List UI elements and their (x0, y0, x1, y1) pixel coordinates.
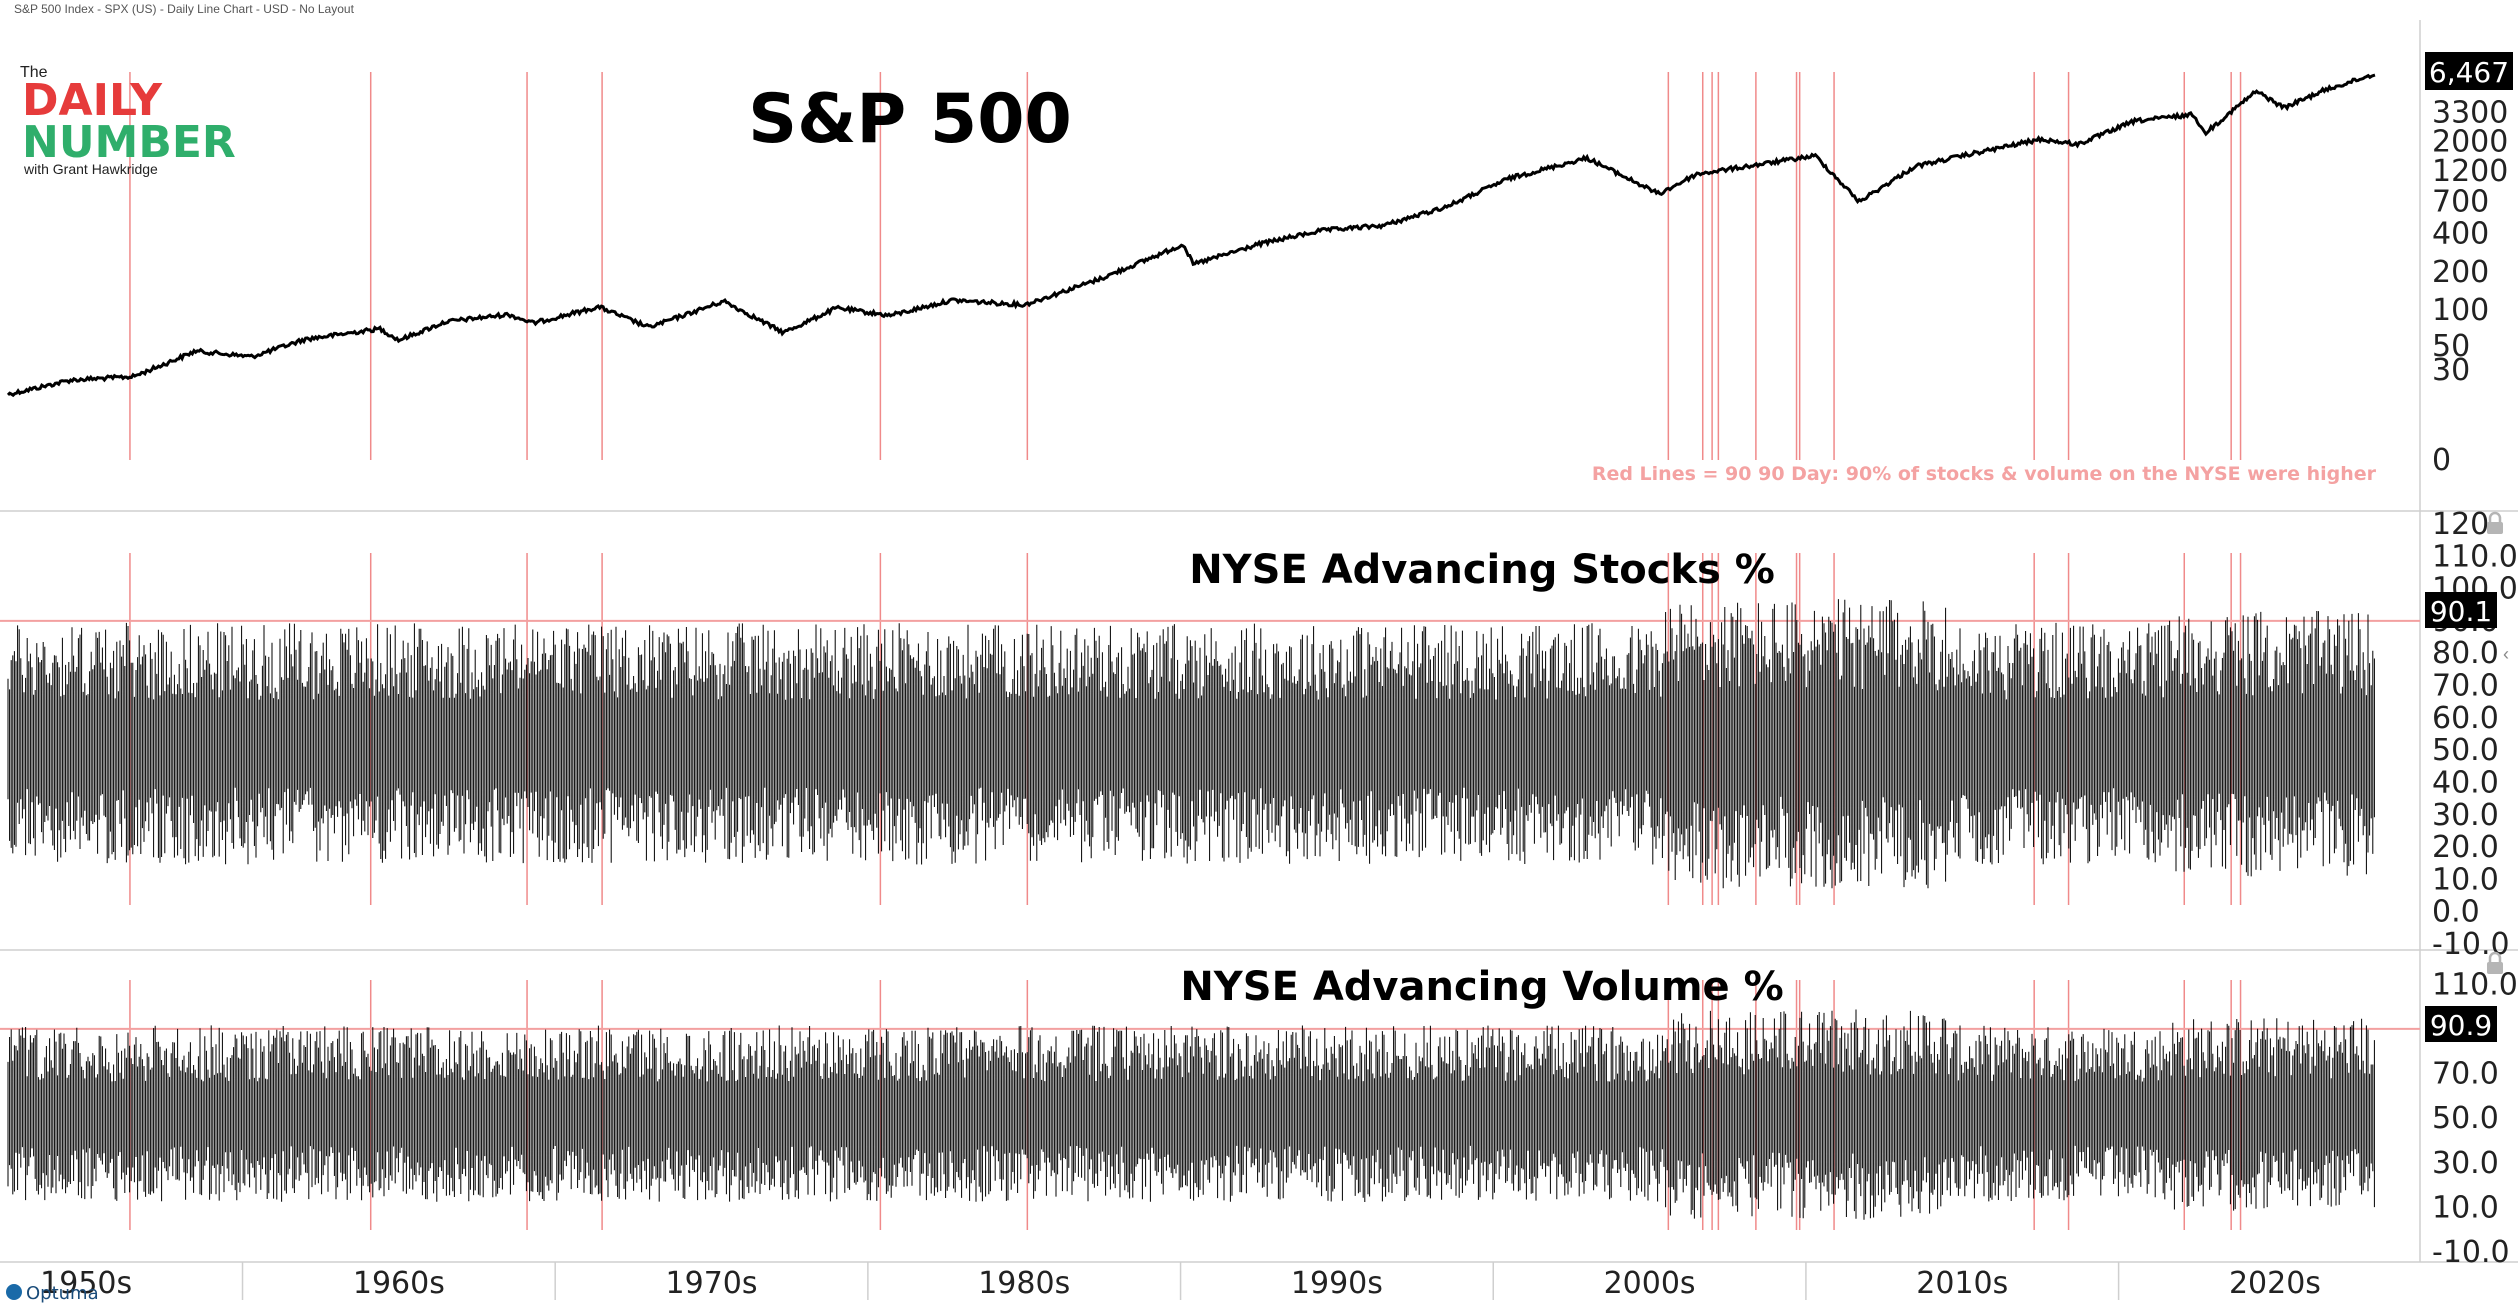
y-tick-label: 120 (2432, 507, 2489, 542)
volume-last-badge: 90.9 (2425, 1006, 2497, 1042)
x-tick-label: 1960s (353, 1266, 445, 1301)
price-tick-label: 0 (2432, 443, 2451, 478)
price-tick-label: 50 (2432, 329, 2470, 364)
x-tick-label: 1980s (978, 1266, 1070, 1301)
y-tick-label: -10.0 (2432, 1235, 2510, 1270)
advancing-stocks-bars (7, 599, 2375, 889)
y-tick-label: 30.0 (2432, 1146, 2499, 1181)
y-tick-label: 40.0 (2432, 765, 2499, 800)
y-tick-label: 10.0 (2432, 1190, 2499, 1225)
x-tick-label: 1950s (40, 1266, 132, 1301)
price-tick-label: 400 (2432, 216, 2489, 251)
y-tick-label: 30.0 (2432, 798, 2499, 833)
sp500-price-line (6, 73, 2376, 398)
y-tick-label: 80.0 (2432, 636, 2499, 671)
optuma-brand: Optuma (6, 1283, 99, 1304)
x-tick-label: 2000s (1604, 1266, 1696, 1301)
volume-title: NYSE Advancing Volume % (1180, 964, 1783, 1010)
x-axis: 1950s 1960s 1970s 1980s 1990s 2000s 2010s 2020s (40, 1262, 2321, 1301)
y-tick-label: -10.0 (2432, 927, 2510, 962)
y-tick-label: 70.0 (2432, 669, 2499, 704)
y-tick-label: 10.0 (2432, 862, 2499, 897)
price-tick-label: 200 (2432, 255, 2489, 290)
y-tick-label: 20.0 (2432, 830, 2499, 865)
logo-daily-text: DAILY (22, 75, 163, 126)
collapse-arrow-icon[interactable]: ‹ (2503, 644, 2509, 664)
daily-number-logo: The DAILY NUMBER with Grant Hawkridge (20, 64, 236, 177)
x-tick-label: 2010s (1916, 1266, 2008, 1301)
price-tick-label: 30 (2432, 353, 2470, 388)
y-tick-label: 50.0 (2432, 733, 2499, 768)
stocks-last-badge: 90.1 (2425, 592, 2497, 628)
price-last-badge: 6,467 (2425, 52, 2513, 90)
stocks-title: NYSE Advancing Stocks % (1189, 547, 1775, 593)
y-tick-label: 50.0 (2432, 1101, 2499, 1136)
chart-caption: S&P 500 Index - SPX (US) - Daily Line Ch… (14, 2, 354, 16)
price-tick-label: 1200 (2432, 154, 2508, 189)
optuma-label: Optuma (26, 1283, 99, 1304)
threshold-lines (0, 619, 2420, 1030)
y-tick-label: 110.0 (2432, 967, 2518, 1002)
y-tick-label: 60.0 (2432, 701, 2499, 736)
price-tick-label: 3300 (2432, 96, 2508, 131)
stocks-last-value: 90.1 (2430, 595, 2492, 628)
logo-number-text: NUMBER (22, 117, 236, 168)
sp500-title: S&P 500 (748, 80, 1072, 159)
x-tick-label: 1970s (666, 1266, 758, 1301)
volume-lock-icon[interactable] (2487, 951, 2503, 974)
logo-the-text: The (20, 64, 48, 81)
y-tick-label: 110.0 (2432, 539, 2518, 574)
y-tick-label: 70.0 (2432, 1057, 2499, 1092)
panel-borders (0, 20, 2518, 1263)
x-tick-label: 1990s (1291, 1266, 1383, 1301)
price-tick-label: 100 (2432, 293, 2489, 328)
logo-byline: with Grant Hawkridge (23, 161, 158, 177)
volume-last-value: 90.9 (2430, 1009, 2492, 1042)
event-legend-note: Red Lines = 90 90 Day: 90% of stocks & v… (1592, 463, 2377, 485)
advancing-volume-bars (7, 1009, 2375, 1220)
optuma-icon (6, 1284, 22, 1300)
y-tick-label: 0.0 (2432, 895, 2480, 930)
price-last-value: 6,467 (2429, 56, 2509, 89)
price-tick-label: 2000 (2432, 124, 2508, 159)
price-tick-label: 700 (2432, 185, 2489, 220)
stocks-axis-ticks: 120110.0100.090.080.070.060.050.040.030.… (2432, 507, 2518, 962)
x-tick-label: 2020s (2229, 1266, 2321, 1301)
stocks-lock-icon[interactable] (2487, 511, 2503, 534)
